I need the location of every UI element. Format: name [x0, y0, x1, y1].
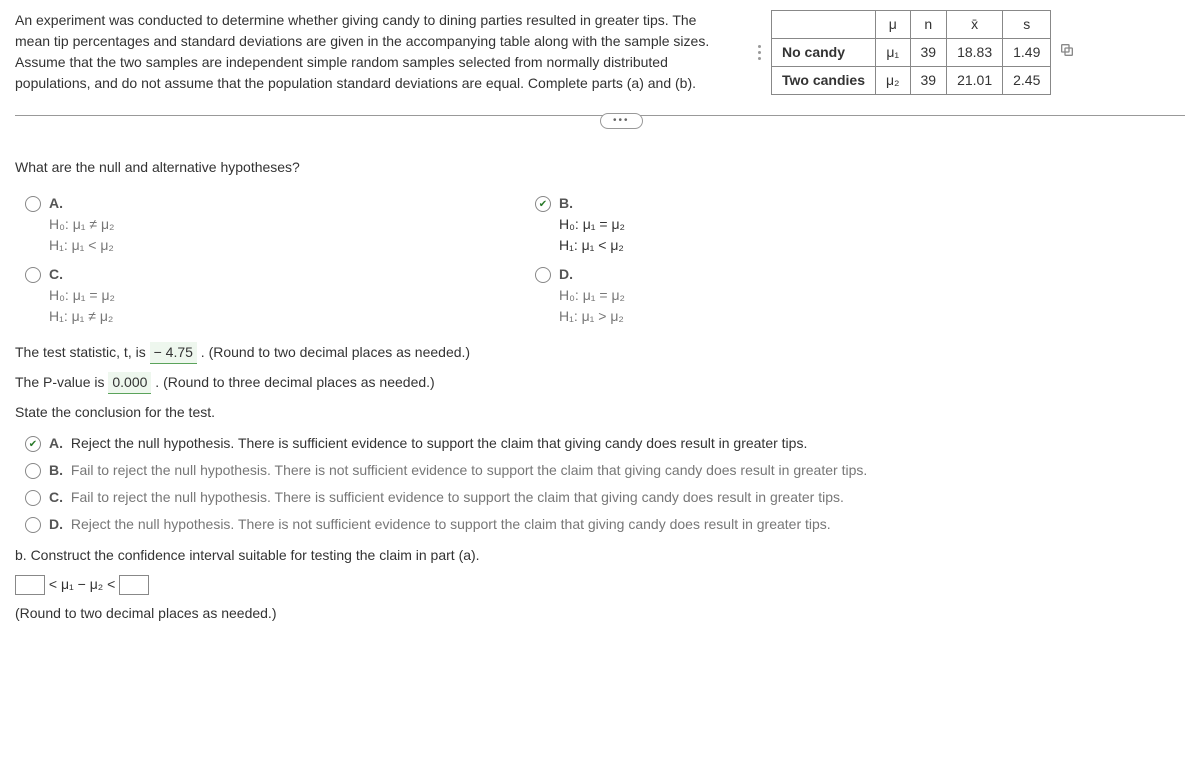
- ci-lower-input[interactable]: [15, 575, 45, 595]
- option-a[interactable]: A. H₀: μ₁ ≠ μ₂ H₁: μ₁ < μ₂: [25, 193, 495, 256]
- test-statistic-line: The test statistic, t, is − 4.75 . (Roun…: [15, 342, 1185, 364]
- conc-option-d[interactable]: D. Reject the null hypothesis. There is …: [25, 514, 1185, 535]
- option-b[interactable]: B. H₀: μ₁ = μ₂ H₁: μ₁ < μ₂: [535, 193, 1005, 256]
- part-b-prompt: b. Construct the confidence interval sui…: [15, 545, 1185, 566]
- section-divider: [15, 115, 1185, 116]
- rounding-hint: (Round to two decimal places as needed.): [15, 603, 1185, 624]
- radio-c[interactable]: [25, 267, 41, 283]
- option-d[interactable]: D. H₀: μ₁ = μ₂ H₁: μ₁ > μ₂: [535, 264, 1005, 327]
- conc-radio-a[interactable]: [25, 436, 41, 452]
- table-row: No candy μ₁ 39 18.83 1.49: [772, 39, 1051, 67]
- conc-radio-b[interactable]: [25, 463, 41, 479]
- data-table: μ n x̄ s No candy μ₁ 39 18.83 1.49 Two c…: [771, 10, 1051, 95]
- state-conclusion: State the conclusion for the test.: [15, 402, 1185, 423]
- conc-radio-d[interactable]: [25, 517, 41, 533]
- problem-intro: An experiment was conducted to determine…: [15, 10, 735, 94]
- copy-icon[interactable]: [1059, 42, 1075, 64]
- p-value[interactable]: 0.000: [108, 372, 151, 394]
- option-c[interactable]: C. H₀: μ₁ = μ₂ H₁: μ₁ ≠ μ₂: [25, 264, 495, 327]
- radio-b[interactable]: [535, 196, 551, 212]
- table-row: Two candies μ₂ 39 21.01 2.45: [772, 67, 1051, 95]
- table-header-row: μ n x̄ s: [772, 11, 1051, 39]
- expand-icon[interactable]: •••: [600, 113, 643, 129]
- radio-a[interactable]: [25, 196, 41, 212]
- ci-upper-input[interactable]: [119, 575, 149, 595]
- table-drag-handle[interactable]: [755, 33, 763, 73]
- conc-radio-c[interactable]: [25, 490, 41, 506]
- p-value-line: The P-value is 0.000 . (Round to three d…: [15, 372, 1185, 394]
- conc-option-a[interactable]: A. Reject the null hypothesis. There is …: [25, 433, 1185, 454]
- t-value[interactable]: − 4.75: [150, 342, 197, 364]
- confidence-interval-entry: < μ₁ − μ₂ <: [15, 574, 1185, 595]
- hypotheses-question: What are the null and alternative hypoth…: [15, 157, 1185, 178]
- conc-option-c[interactable]: C. Fail to reject the null hypothesis. T…: [25, 487, 1185, 508]
- radio-d[interactable]: [535, 267, 551, 283]
- conc-option-b[interactable]: B. Fail to reject the null hypothesis. T…: [25, 460, 1185, 481]
